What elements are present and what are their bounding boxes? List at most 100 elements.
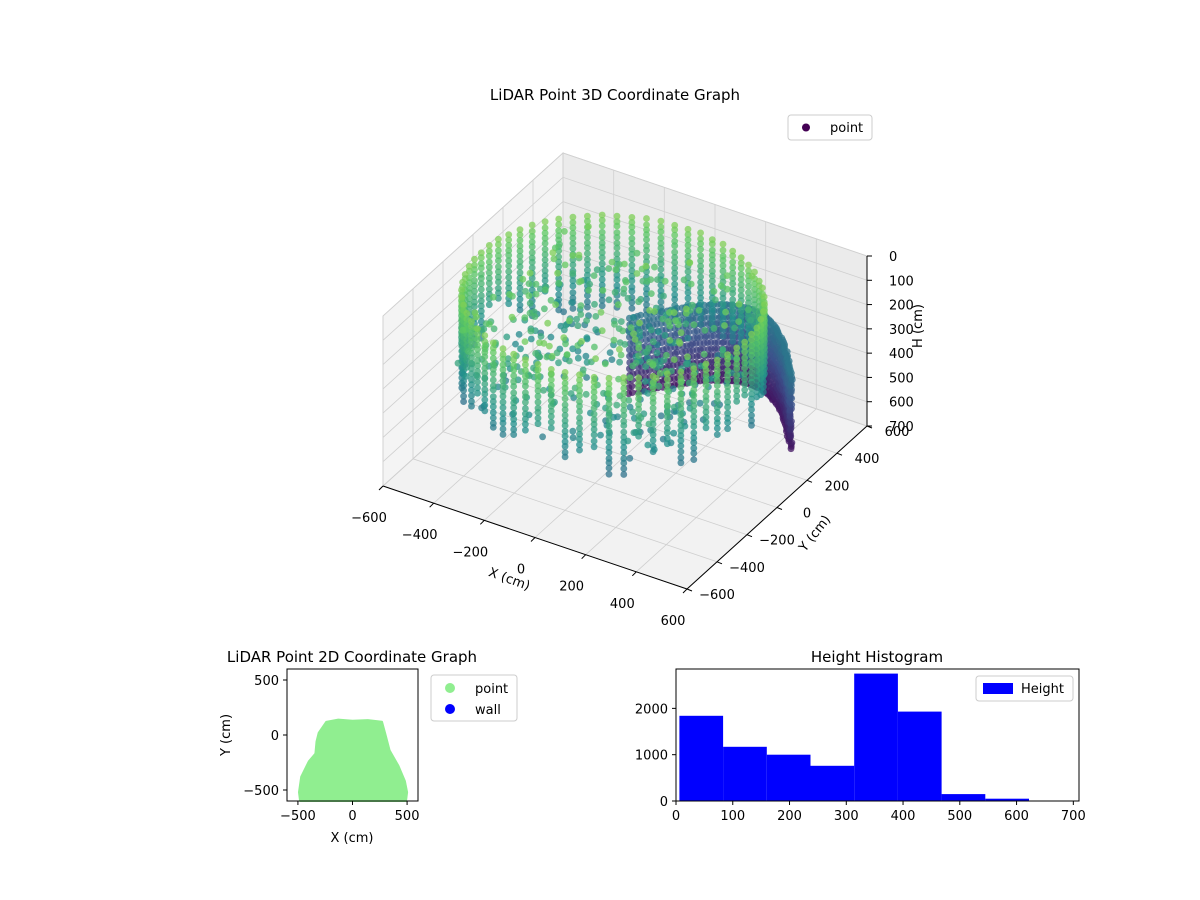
lidar-point xyxy=(666,337,674,344)
lidar-point xyxy=(495,247,502,254)
lidar-point xyxy=(620,385,628,392)
lidar-point xyxy=(702,403,710,411)
lidar-point xyxy=(643,277,651,285)
lidar-point xyxy=(737,254,745,261)
lidar-point xyxy=(615,375,622,383)
lidar-point xyxy=(471,277,478,285)
lidar-point xyxy=(510,372,518,380)
lidar-point xyxy=(719,316,727,323)
lidar-point xyxy=(522,405,529,412)
y-tick-label: 400 xyxy=(855,452,880,467)
lidar-point xyxy=(567,390,575,397)
lidar-point xyxy=(677,378,685,386)
lidar-point xyxy=(560,334,568,342)
lidar-point xyxy=(753,361,761,369)
lidar-point xyxy=(598,281,606,289)
lidar-point xyxy=(499,366,507,374)
lidar-point xyxy=(719,346,727,353)
lidar-point xyxy=(510,420,518,428)
lidar-point xyxy=(528,264,536,272)
y-tick-mark xyxy=(716,561,723,565)
lidar-point xyxy=(605,459,613,466)
lidar-point xyxy=(555,291,563,298)
lidar-point xyxy=(697,315,704,323)
lidar-point xyxy=(731,324,738,332)
lidar-point xyxy=(477,254,485,262)
lidar-point xyxy=(606,349,614,356)
lidar-point xyxy=(481,359,489,367)
lidar-point xyxy=(628,245,636,253)
lidar-point xyxy=(636,319,643,327)
lidar-point xyxy=(684,334,692,342)
lidar-point xyxy=(616,345,623,353)
lidar-point xyxy=(561,442,569,450)
lidar-point xyxy=(710,287,718,295)
lidar-point xyxy=(537,333,545,340)
lidar-point xyxy=(620,401,628,409)
y-tick-label: 2000 xyxy=(635,702,668,717)
lidar-point xyxy=(561,417,569,425)
lidar-point xyxy=(745,294,752,302)
lidar-point xyxy=(691,328,698,336)
lidar-point xyxy=(635,405,642,413)
lidar-point xyxy=(458,294,466,302)
lidar-point xyxy=(510,410,518,417)
lidar-point xyxy=(757,316,765,323)
lidar-point xyxy=(741,370,749,378)
lidar-point xyxy=(684,241,692,249)
lidar-point xyxy=(495,294,502,302)
lidar-point xyxy=(787,432,795,440)
lidar-point xyxy=(697,284,704,291)
lidar-point xyxy=(591,300,598,308)
lidar-point xyxy=(729,306,737,314)
lidar-point xyxy=(585,223,592,230)
lidar-point xyxy=(474,389,481,397)
lidar-point xyxy=(737,259,745,267)
lidar-point xyxy=(532,350,539,357)
lidar-point xyxy=(454,359,462,367)
lidar-point xyxy=(708,277,716,285)
lidar-point xyxy=(677,368,685,376)
lidar-point xyxy=(605,444,613,451)
x-tick-label: 600 xyxy=(1004,809,1029,824)
lidar-point xyxy=(576,402,583,410)
chart-2d-ylabel: Y (cm) xyxy=(219,714,234,757)
lidar-point xyxy=(477,286,485,293)
lidar-point xyxy=(613,255,621,263)
lidar-point xyxy=(697,262,704,270)
lidar-point xyxy=(547,418,555,426)
lidar-point xyxy=(616,358,623,366)
lidar-point xyxy=(675,321,682,328)
z-tick-label: 400 xyxy=(889,347,914,362)
lidar-point xyxy=(613,233,621,241)
lidar-point xyxy=(505,247,513,255)
lidar-point xyxy=(561,411,569,419)
lidar-point xyxy=(748,421,755,429)
lidar-point xyxy=(620,428,628,436)
lidar-point xyxy=(552,301,559,308)
lidar-point xyxy=(516,242,524,250)
lidar-point xyxy=(583,317,590,324)
lidar-point xyxy=(544,319,552,327)
lidar-point xyxy=(605,400,613,408)
lidar-point xyxy=(745,267,752,275)
lidar-point xyxy=(506,291,513,298)
lidar-point xyxy=(601,360,609,368)
lidar-point xyxy=(541,240,549,247)
chart-hist-legend: Height xyxy=(975,675,1074,702)
lidar-point xyxy=(671,269,679,277)
lidar-point xyxy=(576,381,583,389)
lidar-point xyxy=(649,384,657,391)
lidar-point xyxy=(531,313,539,320)
lidar-point xyxy=(745,289,752,296)
lidar-point xyxy=(485,269,493,277)
lidar-point xyxy=(645,420,653,428)
lidar-point xyxy=(636,328,643,336)
lidar-point xyxy=(540,340,548,347)
lidar-point xyxy=(534,361,542,368)
lidar-point xyxy=(516,301,524,309)
x-tick-label: 0 xyxy=(517,563,525,578)
lidar-point xyxy=(584,229,591,236)
histogram-bar xyxy=(854,673,898,801)
lidar-point xyxy=(680,276,688,284)
